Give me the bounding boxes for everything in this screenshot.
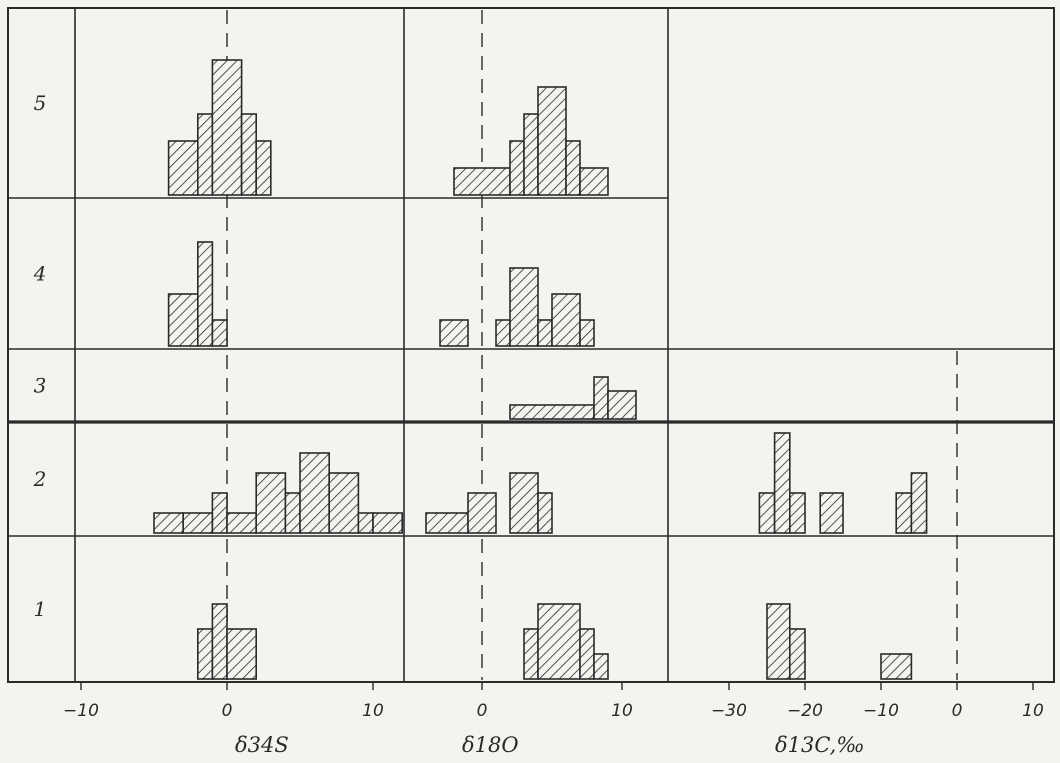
- x-axis-labels: δ34S δ18O δ13C,‰: [235, 733, 865, 757]
- bar-p1-r3-0: [509, 404, 595, 420]
- x-tick-label-1-0: 0: [477, 701, 488, 721]
- bar-p2-r2-3: [819, 492, 844, 534]
- x-tick-label-2-3: 0: [952, 701, 963, 721]
- x-tick-label-0-2: 10: [362, 701, 384, 721]
- bar-p1-r5-4: [565, 140, 581, 196]
- bar-p0-r2-0: [153, 512, 185, 534]
- bar-p2-r1-2: [880, 653, 913, 680]
- bar-p0-r5-4: [255, 140, 272, 196]
- bar-p2-r2-5: [910, 472, 928, 534]
- bar-p0-r4-1: [197, 241, 214, 347]
- x-tick-label-2-1: −20: [787, 701, 823, 721]
- bar-p1-r5-1: [509, 140, 525, 196]
- bar-p0-r2-9: [372, 512, 404, 534]
- grid-frame: [7, 7, 1055, 683]
- row-label-4: 4: [33, 262, 47, 286]
- bar-p1-r1-2: [579, 628, 595, 680]
- bar-p0-r5-1: [197, 113, 214, 196]
- bar-p0-r2-8: [357, 512, 374, 534]
- bar-p1-r4-2: [509, 267, 539, 347]
- bar-p2-r1-1: [788, 628, 806, 680]
- bar-p1-r1-1: [537, 603, 581, 680]
- bar-p0-r1-2: [226, 628, 258, 680]
- bar-p0-r4-2: [211, 319, 228, 347]
- bar-p1-r4-4: [551, 293, 581, 347]
- row-label-2: 2: [33, 467, 47, 491]
- bar-p1-r2-0: [425, 512, 469, 534]
- bar-p0-r2-1: [182, 512, 214, 534]
- x-axis-label-s34: δ34S: [235, 733, 289, 757]
- bar-p1-r2-3: [537, 492, 553, 534]
- x-axis-label-c13: δ13C,‰: [775, 733, 865, 757]
- bar-p0-r2-5: [284, 492, 301, 534]
- bar-p0-r5-2: [211, 59, 243, 196]
- bar-p0-r5-3: [240, 113, 258, 196]
- bar-p1-r4-1: [495, 319, 511, 347]
- row-label-3: 3: [34, 374, 47, 398]
- bar-p0-r2-4: [255, 472, 287, 534]
- x-tick-label-2-2: −10: [863, 701, 899, 721]
- bar-p1-r4-5: [579, 319, 595, 347]
- x-tick-label-1-1: 10: [611, 701, 633, 721]
- bar-p0-r1-0: [197, 628, 214, 680]
- bar-p0-r1-1: [211, 603, 228, 680]
- bar-p1-r4-3: [537, 319, 553, 347]
- bar-p2-r1-0: [766, 603, 791, 680]
- bar-p1-r5-0: [453, 167, 511, 196]
- bar-p0-r2-3: [226, 512, 258, 534]
- x-tick-label-2-0: −30: [711, 701, 747, 721]
- bar-p0-r2-7: [328, 472, 360, 534]
- row-label-5: 5: [34, 91, 47, 115]
- bar-p1-r2-2: [509, 472, 539, 534]
- bar-p2-r2-2: [788, 492, 806, 534]
- bar-p0-r2-2: [211, 492, 228, 534]
- bar-p0-r5-0: [167, 140, 199, 196]
- bar-p1-r1-3: [593, 653, 609, 680]
- bar-p1-r5-5: [579, 167, 609, 196]
- histogram-bars: [153, 59, 928, 680]
- bar-p0-r4-0: [167, 293, 199, 347]
- bar-p1-r2-1: [467, 492, 497, 534]
- x-tick-label-0-0: −10: [63, 701, 99, 721]
- bar-p0-r2-6: [299, 452, 331, 534]
- bar-p1-r5-2: [523, 113, 539, 196]
- x-axis-label-o18: δ18O: [462, 733, 519, 757]
- bar-p2-r2-4: [895, 492, 913, 534]
- bar-p1-r4-0: [439, 319, 469, 347]
- row-labels: 5 4 3 2 1: [33, 91, 47, 621]
- bar-p1-r5-3: [537, 86, 567, 196]
- bar-p2-r2-0: [758, 492, 776, 534]
- row-label-1: 1: [34, 597, 47, 621]
- x-tick-label-2-4: 10: [1022, 701, 1044, 721]
- x-axis-ticks: −10 0 10 0 10 −30 −20 −10 0 10: [63, 682, 1044, 721]
- x-tick-label-0-1: 0: [222, 701, 233, 721]
- bar-p1-r1-0: [523, 628, 539, 680]
- bar-p1-r3-1: [593, 376, 609, 420]
- bar-p1-r3-2: [607, 390, 637, 420]
- bar-p2-r2-1: [773, 432, 791, 534]
